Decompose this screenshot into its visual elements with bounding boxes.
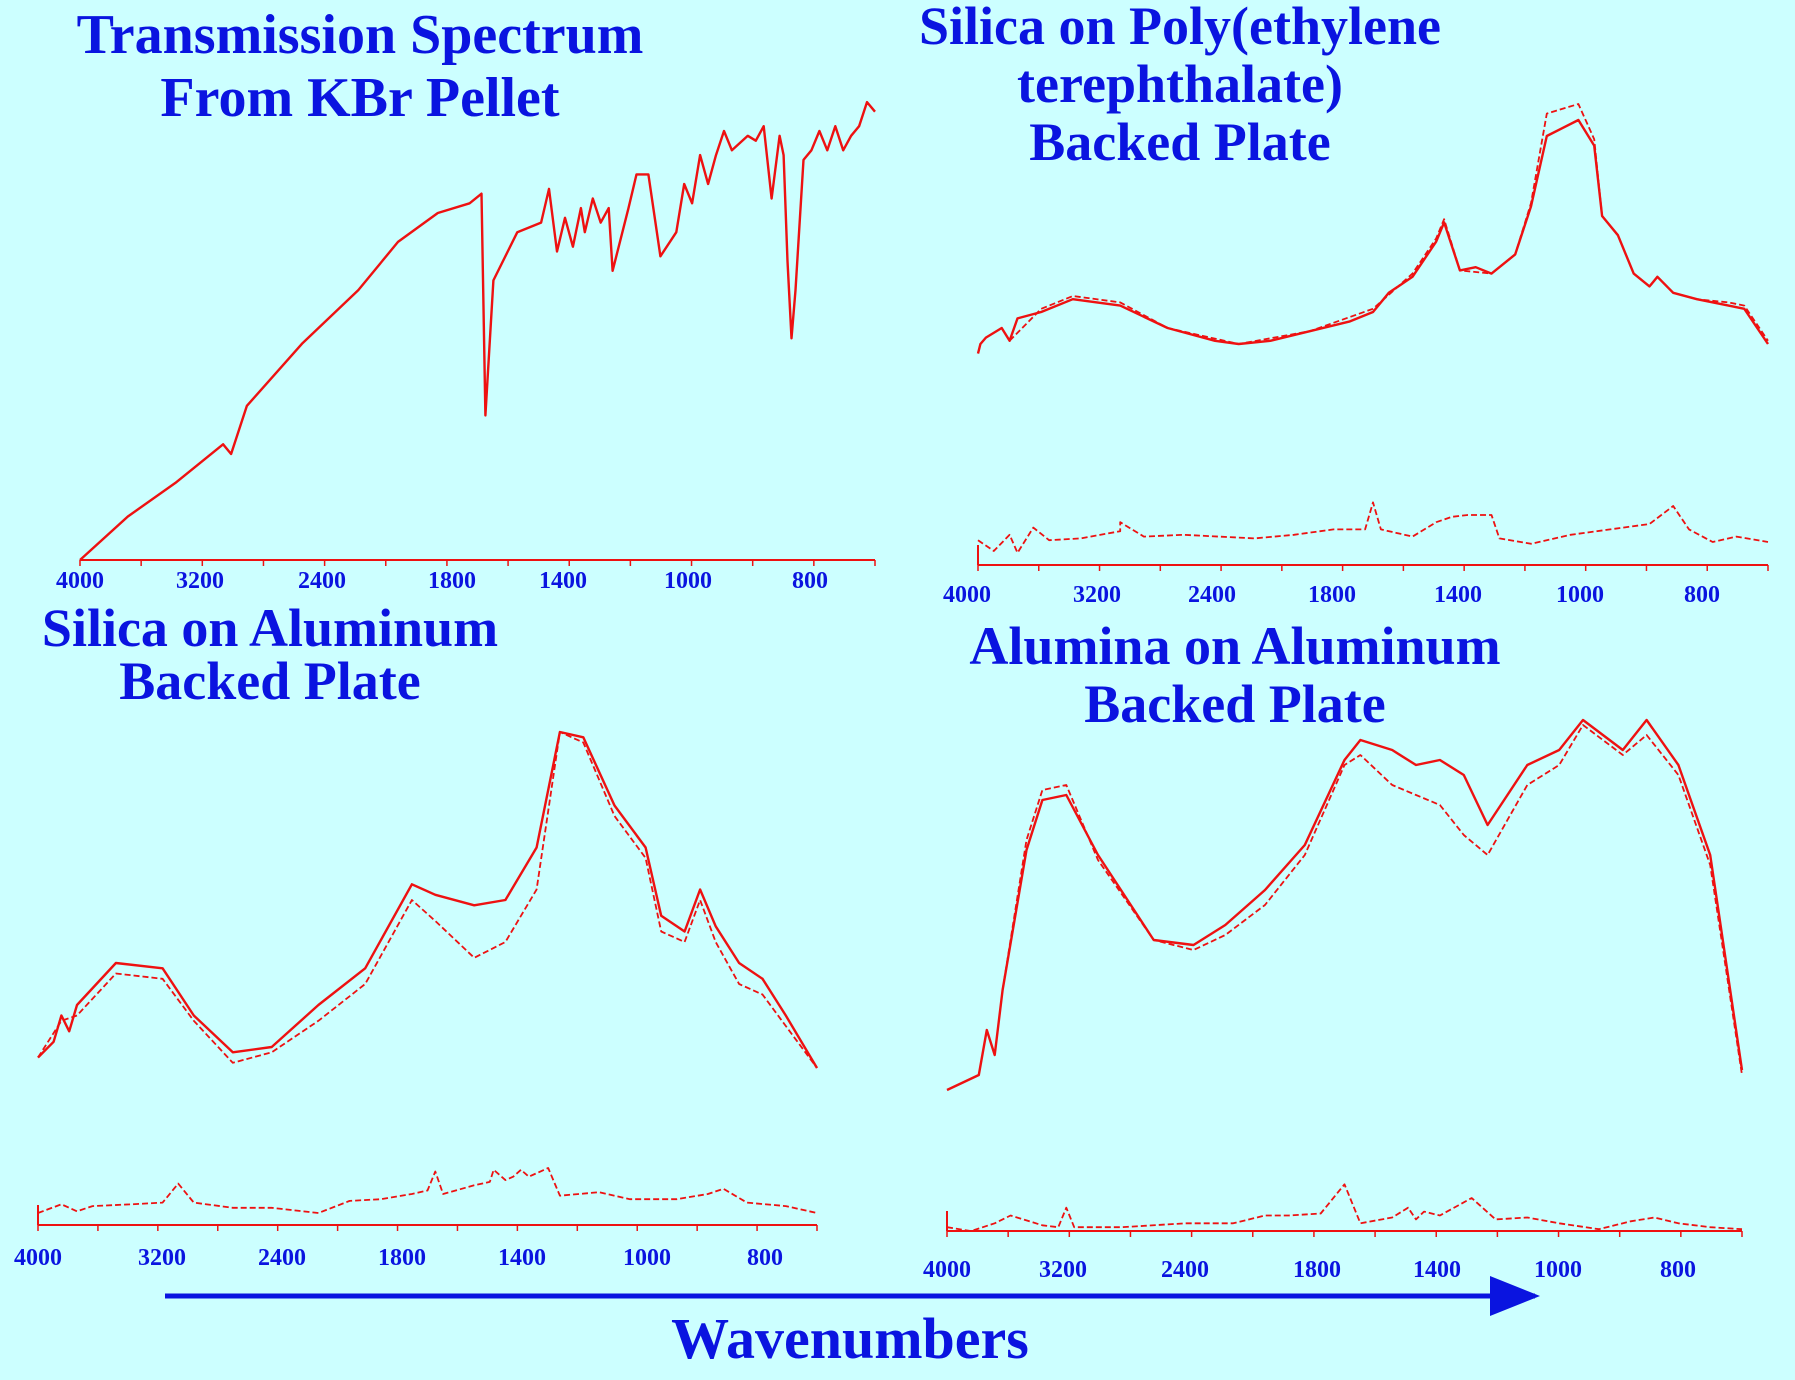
title-line: Alumina on Aluminum xyxy=(969,616,1501,676)
series-line-difference xyxy=(977,501,1769,554)
title-line: Backed Plate xyxy=(119,650,421,711)
x-tick-label: 1400 xyxy=(1413,1257,1461,1283)
x-tick-label: 1800 xyxy=(428,568,476,594)
series-line-upper-solid xyxy=(976,118,1769,354)
x-tick-label: 4000 xyxy=(943,582,991,608)
x-tick-label: 4000 xyxy=(923,1257,971,1283)
x-tick-label: 1400 xyxy=(1434,582,1482,608)
x-tick-label: 3200 xyxy=(138,1245,186,1271)
panel-br: 4000 3200 2400 1800 1400 1000 800 xyxy=(923,718,1744,1283)
x-tick-label: 1000 xyxy=(623,1245,671,1271)
title-line: Backed Plate xyxy=(1084,673,1386,734)
series-line-upper-dashed xyxy=(37,731,818,1069)
x-tick-label: 2400 xyxy=(1188,582,1236,608)
title-silica-aluminum: Silica on Aluminum Backed Plate xyxy=(0,598,540,711)
series-line-difference xyxy=(37,1167,818,1214)
x-tick-label: 2400 xyxy=(258,1245,306,1271)
x-tick-label: 1400 xyxy=(498,1245,546,1271)
x-tick-label: 1800 xyxy=(1293,1257,1341,1283)
x-tick-label: 1400 xyxy=(539,568,587,594)
x-tick-label: 800 xyxy=(747,1245,783,1271)
x-tick-label: 1800 xyxy=(1308,582,1356,608)
x-tick-label: 1000 xyxy=(664,568,712,594)
x-tick-label: 800 xyxy=(1684,582,1720,608)
title-line: From KBr Pellet xyxy=(160,66,560,129)
title-line: terephthalate) xyxy=(1017,53,1343,114)
series-line-upper-dashed xyxy=(1001,724,1743,1076)
x-tick-label: 1000 xyxy=(1534,1257,1582,1283)
series-line-KBr-pellet xyxy=(79,100,876,561)
title-alumina-aluminum: Alumina on Aluminum Backed Plate xyxy=(920,616,1550,734)
x-tick-label: 800 xyxy=(1660,1257,1696,1283)
x-tick-label: 800 xyxy=(792,568,828,594)
title-line: Silica on Aluminum xyxy=(41,598,499,658)
series-line-upper-solid xyxy=(946,718,1744,1092)
title-line: Backed Plate xyxy=(1029,111,1331,172)
x-tick-label: 1000 xyxy=(1556,582,1604,608)
x-tick-label: 1800 xyxy=(378,1245,426,1271)
x-tick-label: 4000 xyxy=(56,568,104,594)
series-line-upper-solid xyxy=(37,730,819,1069)
title-line: Silica on Poly(ethylene xyxy=(919,0,1441,56)
x-axis-label: Wavenumbers xyxy=(671,1306,1029,1371)
title-line: Transmission Spectrum xyxy=(76,4,644,66)
x-tick-label: 3200 xyxy=(176,568,224,594)
panel-tl: 4000 3200 2400 1800 1400 1000 800 xyxy=(56,100,876,594)
title-silica-pet: Silica on Poly(ethylene terephthalate) B… xyxy=(860,0,1500,171)
panel-bl: 4000 3200 2400 1800 1400 1000 800 xyxy=(14,730,819,1271)
x-tick-label: 3200 xyxy=(1039,1257,1087,1283)
title-kbr-pellet: Transmission Spectrum From KBr Pellet xyxy=(20,4,700,129)
series-line-upper-dashed xyxy=(1008,103,1769,345)
panel-tr: 4000 3200 2400 1800 1400 1000 800 xyxy=(943,103,1769,608)
x-tick-label: 2400 xyxy=(298,568,346,594)
x-tick-label: 3200 xyxy=(1073,582,1121,608)
series-line-difference xyxy=(946,1183,1743,1232)
x-tick-label: 4000 xyxy=(14,1245,62,1271)
x-tick-label: 2400 xyxy=(1161,1257,1209,1283)
